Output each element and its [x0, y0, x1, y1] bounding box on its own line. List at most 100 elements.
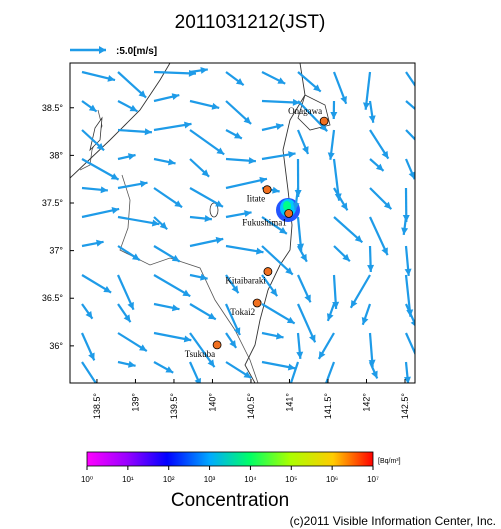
wind-arrowhead	[327, 152, 335, 160]
wind-arrowhead	[85, 310, 93, 319]
wind-arrowhead	[233, 327, 241, 336]
wind-arrowhead	[285, 267, 293, 275]
wind-arrowhead	[277, 77, 286, 84]
wind-arrowhead	[404, 268, 412, 276]
wind-arrowhead	[96, 143, 105, 151]
wind-arrowhead	[123, 314, 131, 323]
wind-arrowhead	[88, 352, 95, 361]
wind-arrowhead	[292, 202, 300, 210]
wind-arrow	[81, 361, 98, 383]
site-marker	[319, 116, 329, 126]
wind-arrowhead	[319, 123, 328, 132]
wind-arrowhead	[361, 317, 369, 325]
wind-arrowhead	[110, 173, 119, 180]
wind-arrowhead	[138, 90, 147, 98]
wind-arrowhead	[159, 221, 168, 230]
y-tick-label: 38°	[49, 150, 63, 160]
wind-arrowhead	[401, 227, 409, 235]
wind-arrowhead	[174, 200, 183, 208]
wind-arrowhead	[107, 74, 116, 82]
wind-arrowhead	[270, 288, 278, 297]
wind-arrowhead	[231, 285, 239, 294]
coastline-bay	[297, 94, 331, 131]
y-tick-label: 37°	[49, 246, 63, 256]
copyright: (c)2011 Visible Information Center, Inc.	[290, 514, 496, 528]
wind-arrowhead	[129, 104, 138, 112]
wind-arrowhead	[368, 359, 376, 367]
colorbar-ticks: 10⁰ 10¹ 10² 10³ 10⁴ 10⁵ 10⁶ 10⁷	[81, 466, 379, 484]
wind-arrowhead	[200, 66, 208, 74]
wind-arrowhead	[350, 300, 358, 308]
wind-arrowhead	[292, 98, 300, 106]
wind-arrowhead	[403, 376, 411, 383]
wind-arrowhead	[342, 253, 350, 262]
wind-arrows	[80, 66, 430, 383]
wind-arrowhead	[184, 121, 192, 129]
wind-arrowhead	[309, 334, 316, 343]
x-tick-label: 140°	[207, 393, 217, 412]
legend-arrowhead	[99, 46, 106, 54]
wind-arrowhead	[167, 158, 176, 166]
wind-arrowhead	[207, 359, 215, 368]
wind-arrowhead	[144, 128, 152, 136]
wind-arrowhead	[201, 169, 210, 177]
coastline	[70, 63, 306, 383]
site-label: Iitate	[247, 194, 266, 204]
wind-arrowhead	[215, 200, 223, 207]
wind-arrowhead	[244, 210, 252, 218]
wind-arrow	[153, 70, 197, 75]
wind-arrowhead	[182, 289, 191, 297]
wind-arrowhead	[127, 360, 136, 368]
wind-arrowhead	[287, 363, 296, 371]
site-marker	[212, 340, 222, 350]
site-marker	[263, 267, 273, 276]
wind-arrowhead	[362, 102, 370, 110]
wind-arrowhead	[100, 186, 108, 194]
wind-arrowhead	[313, 84, 321, 92]
x-tick-label: 142°	[361, 393, 371, 412]
wind-arrowhead	[272, 186, 280, 194]
wind-arrow	[117, 215, 160, 226]
wind-arrowhead	[332, 301, 340, 309]
wind-arrowhead	[408, 171, 415, 180]
x-tick-label: 140.5°	[246, 393, 256, 420]
site-label: Fukushima1	[242, 217, 287, 227]
x-tick-label: 139.5°	[169, 393, 179, 420]
wind-arrowhead	[194, 377, 201, 383]
wind-arrowhead	[207, 312, 216, 320]
x-tick-label: 141°	[284, 393, 294, 412]
site-label: Onagawa	[288, 106, 322, 116]
wind-arrowhead	[215, 236, 224, 244]
wind-arrow	[153, 274, 191, 298]
wind-arrowhead	[297, 243, 305, 251]
y-tick-label: 36.5°	[42, 293, 64, 303]
wind-arrowhead	[300, 253, 307, 262]
wind-arrowhead	[423, 99, 430, 107]
site-marker	[252, 298, 262, 308]
wind-arrowhead	[211, 102, 220, 110]
x-tick-label: 142.5°	[400, 393, 410, 420]
wind-arrowhead	[103, 285, 112, 293]
colorbar	[86, 451, 374, 467]
wind-arrowhead	[171, 93, 180, 101]
wind-arrowhead	[340, 95, 347, 104]
wind-arrowhead	[296, 351, 304, 359]
wind-arrow	[189, 332, 216, 368]
wind-arrowhead	[371, 370, 378, 379]
wind-arrowhead	[275, 332, 284, 340]
wind-arrowhead	[235, 78, 244, 86]
x-tick-label: 141.5°	[323, 393, 333, 420]
wind-arrowhead	[151, 219, 160, 227]
wind-arrowhead	[111, 207, 120, 214]
colorbar-title: Concentration	[171, 490, 289, 511]
island	[89, 116, 103, 152]
wind-arrowhead	[127, 153, 136, 160]
lake	[209, 202, 219, 218]
wind-arrowhead	[381, 150, 389, 159]
colorbar-tick-label: 10⁴	[244, 475, 257, 484]
wind-arrowhead	[288, 151, 296, 159]
wind-arrowhead	[410, 320, 415, 327]
wind-arrowhead	[286, 316, 295, 324]
colorbar-tick-label: 10²	[163, 475, 175, 484]
map-area	[70, 63, 430, 383]
